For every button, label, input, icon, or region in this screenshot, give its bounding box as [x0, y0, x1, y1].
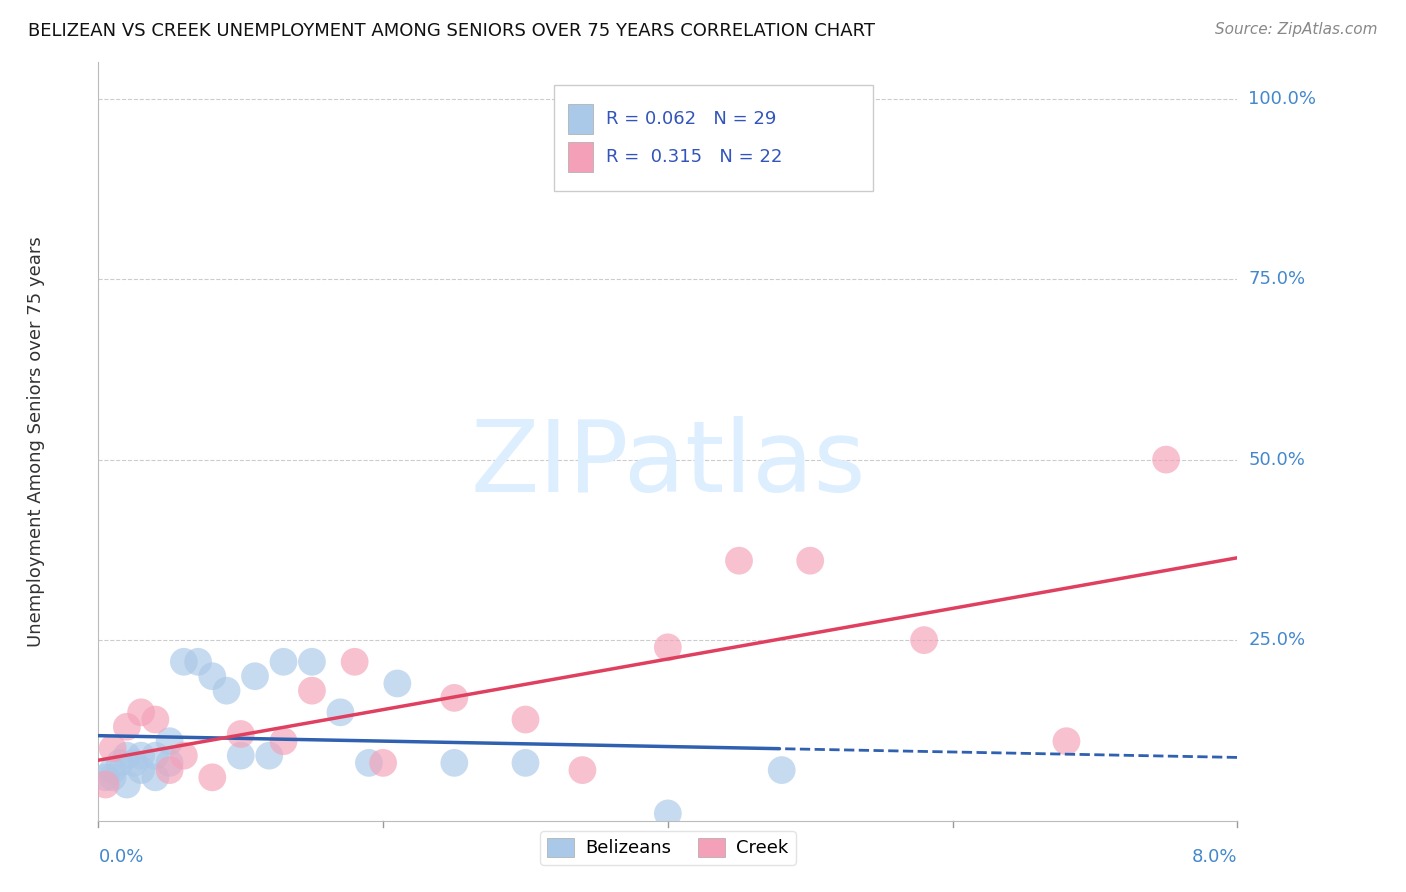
FancyBboxPatch shape: [568, 142, 593, 172]
FancyBboxPatch shape: [554, 85, 873, 191]
Point: [1056, 734, 1078, 748]
Point: [115, 720, 138, 734]
Point: [201, 770, 224, 784]
Point: [159, 734, 181, 748]
Point: [94, 770, 117, 784]
Point: [159, 756, 181, 770]
Point: [371, 756, 394, 770]
Point: [187, 655, 209, 669]
Point: [301, 683, 323, 698]
Point: [229, 727, 252, 741]
Point: [122, 756, 145, 770]
Point: [657, 806, 679, 821]
Point: [301, 655, 323, 669]
Point: [387, 676, 409, 690]
Point: [343, 655, 366, 669]
Point: [1154, 452, 1177, 467]
Point: [515, 756, 537, 770]
Point: [101, 763, 124, 777]
Point: [115, 778, 138, 792]
Point: [145, 770, 167, 784]
Point: [129, 763, 152, 777]
FancyBboxPatch shape: [568, 104, 593, 135]
Point: [173, 748, 195, 763]
Text: Source: ZipAtlas.com: Source: ZipAtlas.com: [1215, 22, 1378, 37]
Text: 75.0%: 75.0%: [1249, 270, 1306, 288]
Point: [443, 690, 465, 705]
Point: [728, 554, 751, 568]
Text: ZIPatlas: ZIPatlas: [470, 416, 866, 513]
Point: [571, 763, 593, 777]
Point: [243, 669, 266, 683]
Point: [145, 748, 167, 763]
Point: [357, 756, 380, 770]
Point: [912, 633, 935, 648]
Point: [273, 734, 295, 748]
Text: 0.0%: 0.0%: [98, 848, 143, 866]
Point: [515, 713, 537, 727]
Point: [799, 554, 821, 568]
Point: [201, 669, 224, 683]
Point: [443, 756, 465, 770]
Point: [159, 763, 181, 777]
Point: [129, 706, 152, 720]
Point: [94, 778, 117, 792]
Text: Unemployment Among Seniors over 75 years: Unemployment Among Seniors over 75 years: [27, 236, 45, 647]
Point: [273, 655, 295, 669]
Text: R =  0.315   N = 22: R = 0.315 N = 22: [606, 148, 783, 166]
Point: [229, 748, 252, 763]
Point: [145, 713, 167, 727]
Point: [101, 770, 124, 784]
Point: [108, 756, 131, 770]
Text: 8.0%: 8.0%: [1192, 848, 1237, 866]
Text: R = 0.062   N = 29: R = 0.062 N = 29: [606, 111, 776, 128]
Point: [215, 683, 238, 698]
Point: [129, 748, 152, 763]
Point: [173, 655, 195, 669]
Legend: Belizeans, Creek: Belizeans, Creek: [540, 830, 796, 864]
Point: [329, 706, 352, 720]
Point: [657, 640, 679, 655]
Point: [770, 763, 793, 777]
Text: 100.0%: 100.0%: [1249, 89, 1316, 108]
Text: 25.0%: 25.0%: [1249, 632, 1306, 649]
Point: [115, 748, 138, 763]
Text: 50.0%: 50.0%: [1249, 450, 1305, 468]
Point: [259, 748, 281, 763]
Point: [101, 741, 124, 756]
Text: BELIZEAN VS CREEK UNEMPLOYMENT AMONG SENIORS OVER 75 YEARS CORRELATION CHART: BELIZEAN VS CREEK UNEMPLOYMENT AMONG SEN…: [28, 22, 875, 40]
